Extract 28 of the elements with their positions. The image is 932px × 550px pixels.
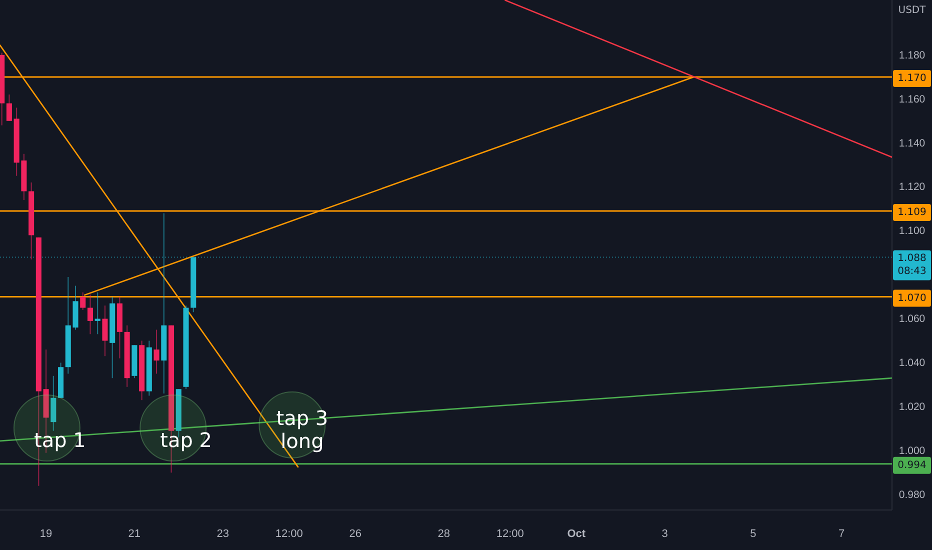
y-axis-title: USDT [898,5,927,16]
ref-line-label: 1.088 08:43 [898,253,926,278]
y-tick-label: 1.040 [898,357,926,370]
x-tick-label: 28 [438,528,450,540]
x-tick-label: 19 [40,528,52,540]
y-tick-label: 1.000 [898,445,926,458]
x-tick-label: 3 [662,528,668,540]
y-tick-label: 1.140 [898,137,926,150]
ref-line-label: 1.109 [898,207,926,218]
y-tick-label: 1.100 [898,225,926,238]
y-tick-label: 1.020 [898,401,926,414]
y-tick-label: 1.120 [898,181,926,194]
y-tick-label: 1.160 [898,93,926,106]
x-tick-label: 12:00 [496,528,524,540]
x-tick-label: Oct [567,528,586,540]
x-tick-label: 23 [216,528,229,540]
x-tick-label: 12:00 [275,528,303,540]
y-tick-label: 1.180 [898,49,926,62]
x-tick-label: 26 [349,528,362,540]
y-tick-label: 1.060 [898,313,926,326]
x-tick-label: 21 [128,528,141,540]
annotation: tap 2 [160,428,212,452]
ref-line-label: 1.170 [898,72,926,84]
ref-line-label: 1.070 [898,292,926,304]
x-tick-label: 7 [838,528,845,540]
y-tick-label: 0.980 [898,488,926,501]
x-tick-label: 5 [750,528,756,540]
ref-line-label: 0.994 [898,460,926,471]
